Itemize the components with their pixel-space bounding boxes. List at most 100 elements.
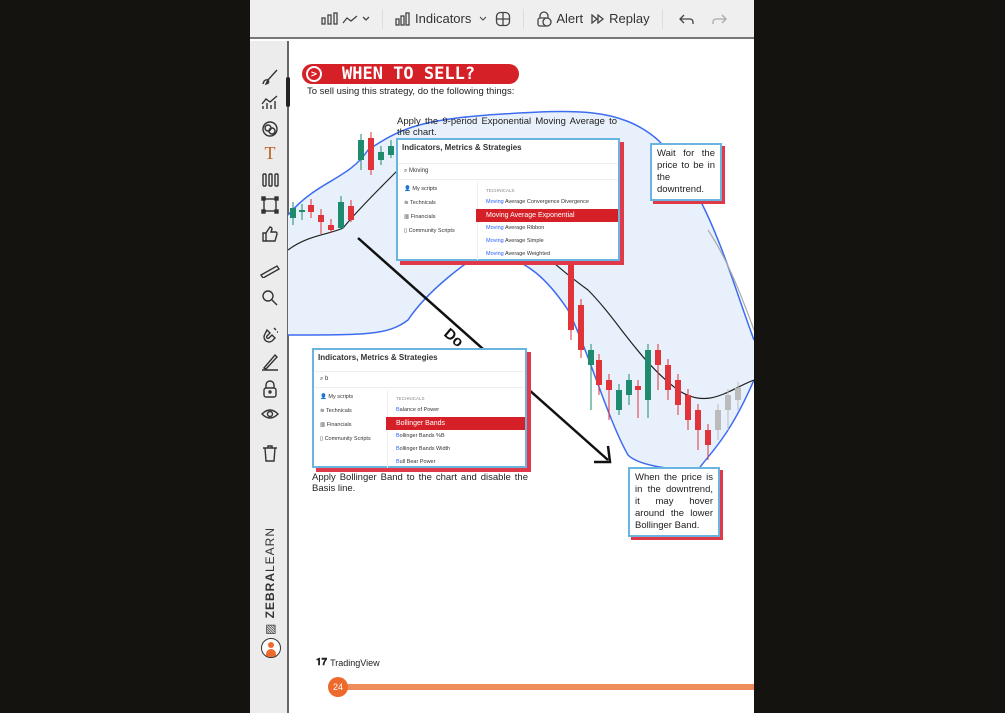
ebook-page: Indicators Alert Replay T ▨ ZEBRALEARN >… xyxy=(250,0,754,713)
candle-body xyxy=(299,210,305,212)
result-item[interactable]: Bollinger Bands %B xyxy=(396,433,445,439)
candles-icon xyxy=(321,11,338,25)
chart-patterns-icon[interactable] xyxy=(259,91,281,113)
brand-bold: ZEBRA xyxy=(263,572,277,619)
candle-body xyxy=(328,225,334,230)
indicators-button[interactable]: Indicators xyxy=(395,11,471,26)
search-icon: ⌕ xyxy=(320,376,326,382)
divider xyxy=(661,8,663,29)
chart-type-button[interactable] xyxy=(320,11,370,26)
candle-body xyxy=(578,305,584,350)
candle-body xyxy=(348,206,354,220)
thumbs-up-icon[interactable] xyxy=(259,223,281,245)
ruler-icon[interactable] xyxy=(259,260,281,282)
page-number: 24 xyxy=(328,677,348,697)
undo-icon[interactable] xyxy=(678,13,695,25)
category-financials[interactable]: ▥ Financials xyxy=(404,214,436,220)
brand-light: LEARN xyxy=(263,526,277,572)
brush-icon[interactable] xyxy=(259,66,281,88)
tradingview-label: TradingView xyxy=(330,657,380,668)
replay-button[interactable]: Replay xyxy=(591,11,650,26)
tradingview-icon: 𝟏𝟕 xyxy=(316,657,328,668)
candle-body xyxy=(735,388,741,400)
tradingview-logo: 𝟏𝟕 TradingView xyxy=(316,657,380,668)
step2-text: Apply Bollinger Band to the chart and di… xyxy=(312,472,528,494)
pencil-icon[interactable] xyxy=(259,351,281,373)
candle-body xyxy=(588,350,594,365)
candle-body xyxy=(685,395,691,420)
section-caption: TECHNICALS xyxy=(396,396,425,401)
chevron-down-icon xyxy=(362,16,370,21)
drawing-sidebar: T ▨ ZEBRALEARN xyxy=(250,41,290,713)
subtitle: To sell using this strategy, do the foll… xyxy=(307,86,515,97)
candle-body xyxy=(705,430,711,445)
result-item-selected[interactable]: Moving Average Exponential xyxy=(476,209,618,222)
chevron-down-icon[interactable] xyxy=(479,15,487,23)
replay-label: Replay xyxy=(609,11,650,26)
replay-icon xyxy=(591,13,605,24)
candle-body xyxy=(695,410,701,430)
section-title-text: WHEN TO SELL? xyxy=(342,64,476,84)
divider xyxy=(523,8,525,29)
candle-body xyxy=(568,260,574,330)
search-input[interactable]: ⌕ b xyxy=(314,371,525,388)
candle-body xyxy=(368,138,374,170)
rectangle-icon[interactable] xyxy=(259,194,281,216)
popup-title: Indicators, Metrics & Strategies xyxy=(318,353,438,362)
avatar[interactable] xyxy=(261,638,281,658)
candle-body xyxy=(626,380,632,395)
magnet-icon[interactable] xyxy=(259,324,281,346)
alert-button[interactable]: Alert xyxy=(536,10,584,27)
result-item[interactable]: Bollinger Bands Width xyxy=(396,446,451,452)
category-technicals[interactable]: ≋ Technicals xyxy=(404,200,436,206)
candles-icon[interactable] xyxy=(259,169,281,191)
candle-body xyxy=(665,365,671,390)
category-financials[interactable]: ▥ Financials xyxy=(320,422,352,428)
search-value: b xyxy=(325,376,329,382)
line-chart-icon xyxy=(342,15,358,23)
pie-icon[interactable] xyxy=(259,118,281,140)
result-item[interactable]: Moving Average Ribbon xyxy=(486,225,545,231)
candle-body xyxy=(635,386,641,390)
chart-toolbar: Indicators Alert Replay xyxy=(250,0,754,39)
trash-icon[interactable] xyxy=(259,442,281,464)
result-item-selected[interactable]: Bollinger Bands xyxy=(386,417,525,430)
candle-body xyxy=(725,395,731,410)
candle-body xyxy=(675,380,681,405)
indicators-icon xyxy=(395,11,410,26)
scrollbar[interactable] xyxy=(286,77,290,107)
result-item[interactable]: Balance of Power xyxy=(396,407,440,413)
popup-title: Indicators, Metrics & Strategies xyxy=(402,143,522,152)
note-downtrend: Wait for the price to be in the downtren… xyxy=(650,143,722,201)
candle-body xyxy=(358,140,364,160)
result-item[interactable]: Bull Bear Power xyxy=(396,459,436,465)
candle-body xyxy=(378,152,384,160)
candle-body xyxy=(616,390,622,410)
category-community-scripts[interactable]: ▯ Community Scripts xyxy=(320,436,371,442)
alert-label: Alert xyxy=(556,11,584,26)
candle-body xyxy=(715,410,721,430)
chevron-right-icon: > xyxy=(306,66,322,82)
lock-icon[interactable] xyxy=(259,378,281,400)
search-input[interactable]: ⌕ Moving xyxy=(398,163,618,180)
candle-body xyxy=(655,350,661,365)
candle-body xyxy=(596,360,602,385)
result-item[interactable]: Moving Average Weighted xyxy=(486,251,551,257)
candle-body xyxy=(318,215,324,222)
candles xyxy=(290,132,741,460)
redo-icon[interactable] xyxy=(711,13,727,25)
search-icon: ⌕ xyxy=(404,168,410,174)
category-my-scripts[interactable]: 👤 My scripts xyxy=(320,394,354,400)
search-value: Moving xyxy=(409,168,429,174)
eye-icon[interactable] xyxy=(259,403,281,425)
category-my-scripts[interactable]: 👤 My scripts xyxy=(404,186,438,192)
indicators-label: Indicators xyxy=(415,11,472,26)
result-item[interactable]: Moving Average Simple xyxy=(486,238,544,244)
category-community-scripts[interactable]: ▯ Community Scripts xyxy=(404,228,455,234)
zoom-icon[interactable] xyxy=(259,287,281,309)
result-item[interactable]: Moving Average Convergence Divergence xyxy=(486,199,589,205)
layout-grid-icon[interactable] xyxy=(495,11,511,27)
category-technicals[interactable]: ≋ Technicals xyxy=(320,408,352,414)
text-icon[interactable]: T xyxy=(264,142,276,163)
candle-body xyxy=(645,350,651,400)
